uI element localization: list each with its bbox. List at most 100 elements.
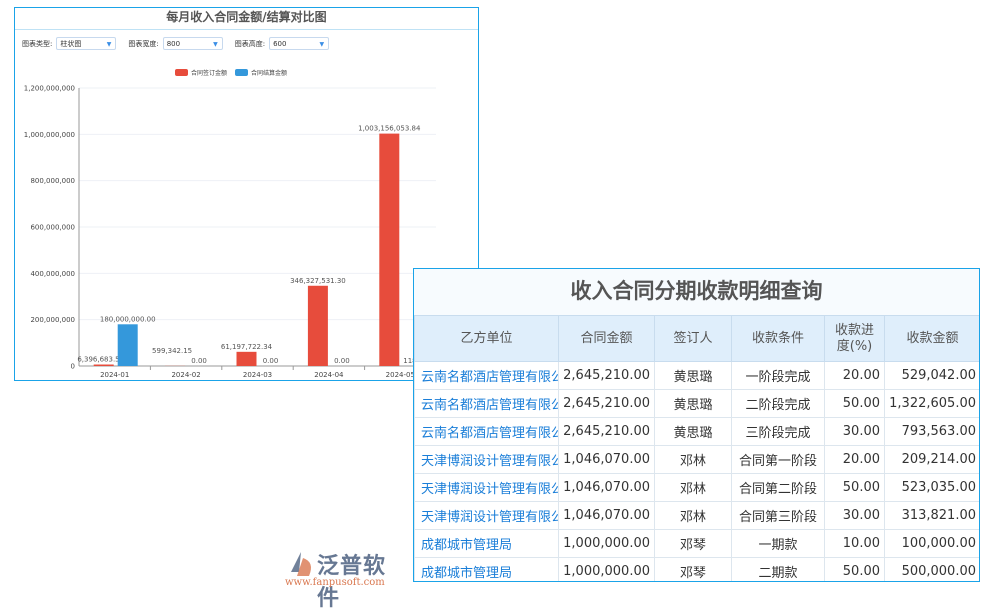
- table-cell: 一阶段完成: [732, 362, 825, 390]
- column-header[interactable]: 签订人: [655, 316, 732, 362]
- bar-signed: [94, 365, 114, 366]
- table-cell: 黄思璐: [655, 418, 732, 446]
- y-tick-label: 800,000,000: [30, 177, 75, 185]
- table-cell: 1,000,000.00: [559, 558, 655, 583]
- table-panel: 收入合同分期收款明细查询 乙方单位合同金额签订人收款条件收款进度(%)收款金额 …: [413, 268, 980, 582]
- table-cell: 二期款: [732, 558, 825, 583]
- company-link[interactable]: 成都城市管理局: [415, 530, 559, 558]
- table-cell: 合同第二阶段: [732, 474, 825, 502]
- bar-chart: 0 200,000,000 400,000,000 600,000,000 800,00…: [15, 8, 478, 380]
- table-cell: 2,645,210.00: [559, 418, 655, 446]
- table-cell: 1,046,070.00: [559, 446, 655, 474]
- bar-signed: [308, 286, 328, 366]
- watermark-logo: 泛普软件 www.fanpusoft.com: [285, 548, 405, 594]
- table-row[interactable]: 云南名都酒店管理有限公司2,645,210.00黄思璐三阶段完成30.00793…: [415, 418, 981, 446]
- legend-label: 合同签订金额: [191, 69, 227, 77]
- table-cell: 529,042.00: [885, 362, 981, 390]
- legend-swatch: [235, 69, 248, 76]
- table-cell: 三阶段完成: [732, 418, 825, 446]
- chart-controls: 图表类型: 柱状图▼ 图表宽度: 800▼ 图表高度: 600▼: [22, 37, 341, 50]
- chart-height-select[interactable]: 600 ▼: [269, 37, 329, 50]
- y-tick-label: 200,000,000: [30, 316, 75, 324]
- y-tick-label: 0: [71, 363, 75, 371]
- table-cell: 邓林: [655, 502, 732, 530]
- data-label: 1,003,156,053.84: [358, 125, 421, 133]
- company-link[interactable]: 云南名都酒店管理有限公司: [415, 362, 559, 390]
- chart-width-value: 800: [167, 40, 180, 48]
- table-cell: 1,000,000.00: [559, 530, 655, 558]
- table-header-row: 乙方单位合同金额签订人收款条件收款进度(%)收款金额: [415, 316, 981, 362]
- company-link[interactable]: 云南名都酒店管理有限公司: [415, 390, 559, 418]
- company-link[interactable]: 天津博润设计管理有限公司: [415, 446, 559, 474]
- table-row[interactable]: 云南名都酒店管理有限公司2,645,210.00黄思璐二阶段完成50.001,3…: [415, 390, 981, 418]
- chart-height-label: 图表高度:: [235, 39, 265, 49]
- column-header[interactable]: 收款进度(%): [825, 316, 885, 362]
- chart-type-value: 柱状图: [60, 40, 81, 48]
- data-label: 6,396,683.50: [77, 356, 124, 364]
- chevron-down-icon: ▼: [319, 38, 324, 51]
- chart-width-select[interactable]: 800 ▼: [163, 37, 223, 50]
- table-cell: 50.00: [825, 474, 885, 502]
- x-tick-label: 2024-04: [314, 371, 344, 379]
- table-cell: 邓琴: [655, 530, 732, 558]
- x-tick-label: 2024-01: [100, 371, 129, 379]
- legend-swatch: [175, 69, 188, 76]
- data-label: 346,327,531.30: [290, 277, 346, 285]
- table-cell: 523,035.00: [885, 474, 981, 502]
- chevron-down-icon: ▼: [213, 38, 218, 51]
- table-cell: 黄思璐: [655, 390, 732, 418]
- column-header[interactable]: 乙方单位: [415, 316, 559, 362]
- table-row[interactable]: 天津博润设计管理有限公司1,046,070.00邓林合同第二阶段50.00523…: [415, 474, 981, 502]
- chart-width-label: 图表宽度:: [128, 39, 158, 49]
- bar-settled: [118, 324, 138, 366]
- logo-icon: [287, 550, 317, 578]
- table-cell: 合同第一阶段: [732, 446, 825, 474]
- table-cell: 2,645,210.00: [559, 390, 655, 418]
- data-label: 0.00: [191, 357, 207, 365]
- table-cell: 合同第三阶段: [732, 502, 825, 530]
- table-row[interactable]: 天津博润设计管理有限公司1,046,070.00邓林合同第三阶段30.00313…: [415, 502, 981, 530]
- chart-height-value: 600: [273, 40, 286, 48]
- table-cell: 1,046,070.00: [559, 474, 655, 502]
- table-cell: 邓琴: [655, 558, 732, 583]
- table-cell: 一期款: [732, 530, 825, 558]
- table-cell: 黄思璐: [655, 362, 732, 390]
- table-cell: 30.00: [825, 418, 885, 446]
- column-header[interactable]: 收款金额: [885, 316, 981, 362]
- y-tick-label: 600,000,000: [30, 224, 75, 232]
- data-label: 180,000,000.00: [100, 315, 156, 323]
- data-label: 61,197,722.34: [221, 343, 273, 351]
- table-cell: 50.00: [825, 390, 885, 418]
- data-label: 0.00: [263, 357, 279, 365]
- column-header[interactable]: 合同金额: [559, 316, 655, 362]
- table-row[interactable]: 云南名都酒店管理有限公司2,645,210.00黄思璐一阶段完成20.00529…: [415, 362, 981, 390]
- table-cell: 1,322,605.00: [885, 390, 981, 418]
- table-title: 收入合同分期收款明细查询: [414, 269, 979, 315]
- table-cell: 30.00: [825, 502, 885, 530]
- table-cell: 20.00: [825, 362, 885, 390]
- table-cell: 2,645,210.00: [559, 362, 655, 390]
- table-cell: 313,821.00: [885, 502, 981, 530]
- column-header[interactable]: 收款条件: [732, 316, 825, 362]
- table-cell: 10.00: [825, 530, 885, 558]
- company-link[interactable]: 天津博润设计管理有限公司: [415, 502, 559, 530]
- company-link[interactable]: 天津博润设计管理有限公司: [415, 474, 559, 502]
- y-tick-label: 400,000,000: [30, 270, 75, 278]
- company-link[interactable]: 成都城市管理局: [415, 558, 559, 583]
- table-cell: 793,563.00: [885, 418, 981, 446]
- y-tick-label: 1,200,000,000: [24, 85, 75, 93]
- table-cell: 500,000.00: [885, 558, 981, 583]
- x-tick-label: 2024-05: [386, 371, 415, 379]
- table-row[interactable]: 天津博润设计管理有限公司1,046,070.00邓林合同第一阶段20.00209…: [415, 446, 981, 474]
- table-cell: 50.00: [825, 558, 885, 583]
- table-cell: 100,000.00: [885, 530, 981, 558]
- table-cell: 邓林: [655, 474, 732, 502]
- data-label: 599,342.15: [152, 347, 192, 355]
- chart-type-select[interactable]: 柱状图▼: [56, 37, 116, 50]
- table-cell: 1,046,070.00: [559, 502, 655, 530]
- company-link[interactable]: 云南名都酒店管理有限公司: [415, 418, 559, 446]
- table-cell: 二阶段完成: [732, 390, 825, 418]
